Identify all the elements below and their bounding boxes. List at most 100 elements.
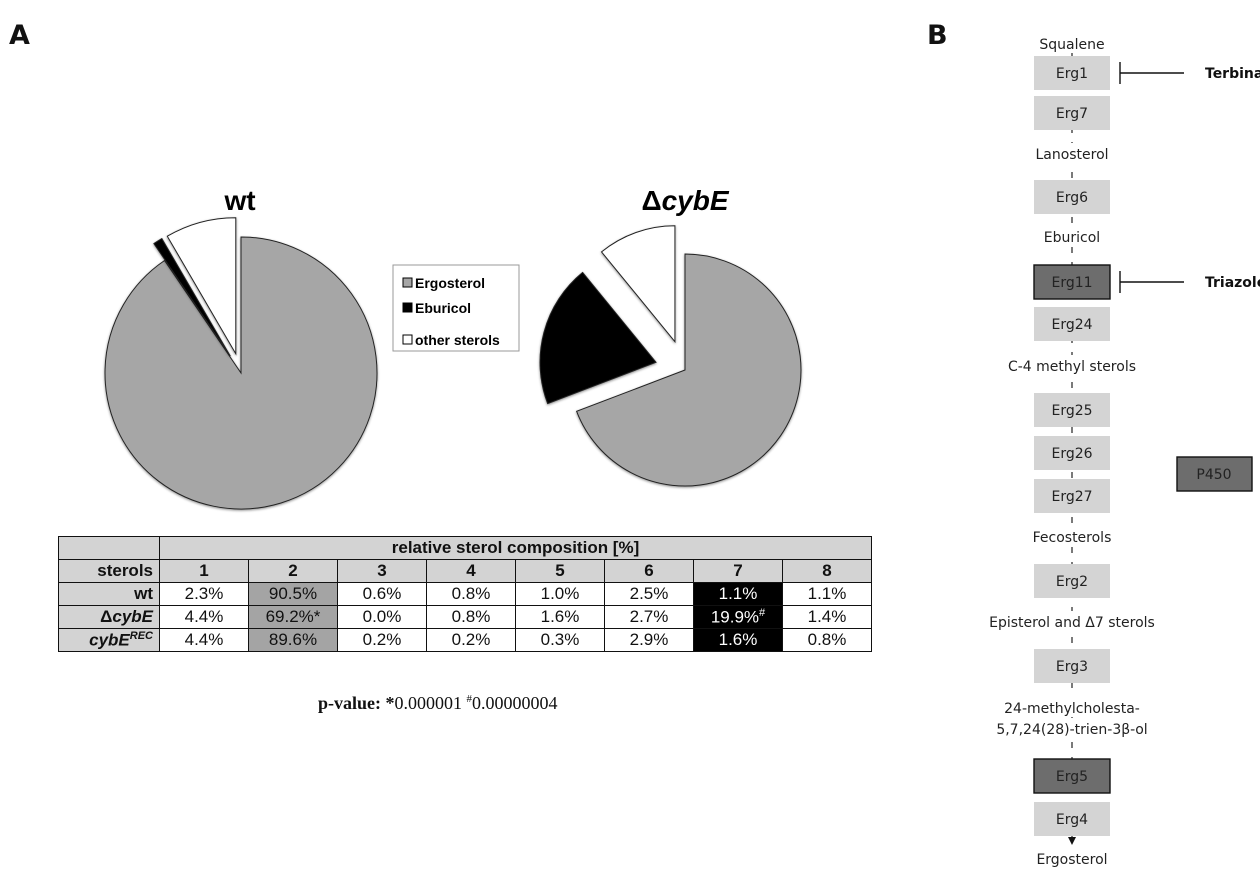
table-title-row: relative sterol composition [%]	[58, 536, 872, 560]
table-row-cybe: ΔcybE 4.4% 69.2%* 0.0% 0.8% 1.6% 2.7% 19…	[58, 605, 872, 629]
pie-title-cybe-prefix: Δ	[641, 185, 661, 216]
legend-swatch-ergosterol	[402, 277, 413, 288]
row-label-cybe: ΔcybE	[58, 605, 160, 629]
table-cell: 1.0%	[515, 582, 605, 606]
enzyme-label-erg4: Erg4	[1056, 812, 1088, 828]
enzyme-label-erg7: Erg7	[1056, 106, 1088, 122]
table-cell: 1.6%	[515, 605, 605, 629]
pie-title-wt: wt	[223, 185, 255, 216]
cell-mark: #	[759, 606, 766, 619]
enzyme-label-erg11: Erg11	[1051, 275, 1092, 291]
column-header-1: 1	[159, 559, 249, 583]
enzyme-box-erg6	[1034, 180, 1110, 214]
pie-slice-eburicol	[539, 271, 657, 405]
pie-slice-other-sterols	[600, 225, 676, 344]
arrow-head-icon	[1068, 837, 1076, 845]
panel-label-a: A	[9, 20, 30, 51]
column-header-3: 3	[337, 559, 427, 583]
enzyme-box-erg2	[1034, 564, 1110, 598]
metabolite-label: Fecosterols	[1033, 530, 1112, 546]
table-cell: 90.5%	[248, 582, 338, 606]
legend-frame	[392, 264, 520, 352]
enzyme-box-erg1	[1034, 56, 1110, 90]
p-value-note: p-value: *0.000001 #0.00000004	[318, 693, 558, 714]
table-cell: 0.8%	[426, 582, 516, 606]
column-header-2: 2	[248, 559, 338, 583]
table-cell: 1.4%	[782, 605, 872, 629]
table-cell: 0.6%	[337, 582, 427, 606]
row-label-cybe-rec-name: cybE	[89, 630, 130, 650]
metabolite-label: 24-methylcholesta-	[1004, 701, 1140, 717]
table-cell: 0.8%	[782, 628, 872, 652]
table-cell: 1.1%	[693, 582, 783, 606]
pie-slice-eburicol	[153, 237, 231, 357]
ergosterol-pathway-diagram: Squalene Erg1 Terbinafine Erg7 Lanosterol Erg…	[976, 33, 1260, 868]
metabolite-label: Eburicol	[1044, 230, 1100, 246]
table-cell: 4.4%	[159, 605, 249, 629]
table-cell: 89.6%	[248, 628, 338, 652]
table-cell: 19.9%#	[693, 605, 783, 629]
row-label-cybe-name: cybE	[112, 607, 153, 626]
metabolite-bg	[1037, 33, 1107, 53]
cell-value: 19.9%	[710, 607, 760, 627]
metabolite-bg	[976, 611, 1168, 631]
p-value-hash: #	[466, 693, 473, 705]
metabolite-bg	[984, 718, 1160, 738]
sterol-composition-table: relative sterol composition [%] sterols …	[58, 536, 872, 652]
legend-item-eburicol: Eburicol	[402, 300, 471, 316]
pie-cybe	[539, 225, 802, 487]
table-cell: 1.6%	[693, 628, 783, 652]
table-row-header: sterols	[58, 559, 160, 583]
pie-title-cybe: ΔcybE	[641, 185, 729, 216]
table-cell: 2.5%	[604, 582, 694, 606]
metabolite-bg	[1026, 526, 1118, 546]
enzyme-box-erg24	[1034, 307, 1110, 341]
metabolite-bg	[1030, 848, 1114, 868]
metabolite-bg	[1037, 226, 1107, 246]
column-header-6: 6	[604, 559, 694, 583]
table-cell: 2.3%	[159, 582, 249, 606]
enzyme-box-erg4	[1034, 802, 1110, 836]
p450-key-label: P450	[1196, 467, 1231, 483]
table-cell: 0.2%	[426, 628, 516, 652]
pie-slice-other-sterols	[166, 217, 237, 356]
pie-title-cybe-name: cybE	[662, 185, 730, 216]
metabolite-label: Ergosterol	[1036, 852, 1107, 868]
pie-slice-ergosterol	[575, 253, 802, 487]
metabolite-label: Lanosterol	[1035, 147, 1108, 163]
enzyme-label-erg2: Erg2	[1056, 574, 1088, 590]
enzyme-label-erg26: Erg26	[1051, 446, 1092, 462]
enzyme-box-erg27	[1034, 479, 1110, 513]
table-title: relative sterol composition [%]	[159, 536, 872, 560]
enzyme-label-erg3: Erg3	[1056, 659, 1088, 675]
legend-label-ergosterol: Ergosterol	[415, 275, 485, 291]
p-value-label: p-value:	[318, 693, 381, 713]
row-label-wt: wt	[58, 582, 160, 606]
enzyme-label-erg5: Erg5	[1056, 769, 1088, 785]
enzyme-box-erg7	[1034, 96, 1110, 130]
table-row-wt: wt 2.3% 90.5% 0.6% 0.8% 1.0% 2.5% 1.1% 1…	[58, 582, 872, 606]
panel-label-b: B	[927, 20, 948, 51]
table-header-row: sterols 1 2 3 4 5 6 7 8	[58, 559, 872, 583]
enzyme-box-erg26	[1034, 436, 1110, 470]
column-header-4: 4	[426, 559, 516, 583]
pie-slice-ergosterol	[104, 236, 378, 510]
enzyme-label-erg24: Erg24	[1051, 317, 1092, 333]
table-cell: 2.9%	[604, 628, 694, 652]
enzyme-box-erg3	[1034, 649, 1110, 683]
inhibitor-triazoles: Triazoles	[1205, 275, 1260, 291]
p-value-1: 0.000001	[394, 693, 463, 713]
row-label-cybe-rec: cybEREC	[58, 628, 160, 652]
legend-swatch-eburicol	[402, 302, 413, 313]
enzyme-label-erg25: Erg25	[1051, 403, 1092, 419]
legend-item-other-sterols: other sterols	[402, 332, 500, 348]
metabolite-label: C-4 methyl sterols	[1008, 359, 1136, 375]
metabolite-bg	[1030, 143, 1114, 163]
row-label-cybe-rec-sup: REC	[129, 629, 153, 642]
pie-charts: wt ΔcybE Ergosterol Eburicol other stero…	[104, 185, 802, 510]
table-cell: 0.2%	[337, 628, 427, 652]
table-cell: 4.4%	[159, 628, 249, 652]
table-cell: 0.0%	[337, 605, 427, 629]
metabolite-bg	[999, 697, 1145, 717]
enzyme-label-erg6: Erg6	[1056, 190, 1088, 206]
